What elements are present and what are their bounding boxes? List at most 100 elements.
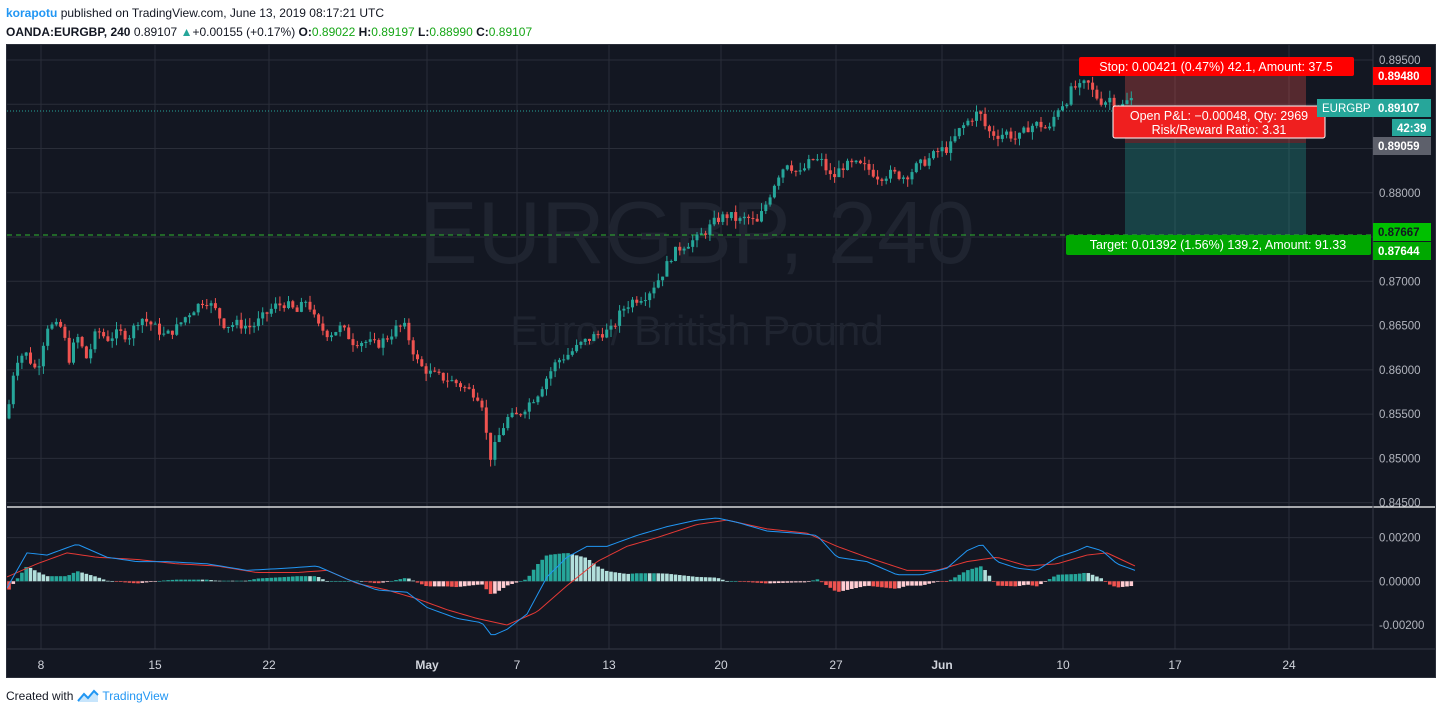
candle-body (1052, 116, 1056, 127)
macd-histogram-bar (291, 576, 295, 582)
candle-body (291, 301, 295, 308)
stop-info-badge[interactable]: Stop: 0.00421 (0.47%) 42.1, Amount: 37.5 (1079, 57, 1354, 76)
macd-histogram-bar (114, 581, 119, 582)
target-zone[interactable] (1125, 143, 1306, 241)
candle-body (575, 344, 579, 352)
macd-histogram-bar (983, 570, 987, 582)
risk-reward-text: Risk/Reward Ratio: 3.31 (1152, 123, 1287, 137)
candle-body (398, 325, 402, 327)
macd-histogram-bar (174, 579, 179, 582)
macd-histogram-bar (536, 564, 540, 582)
target-price-value: 0.87644 (1378, 246, 1420, 258)
candle-body (790, 165, 794, 171)
macd-histogram-bar (1065, 574, 1069, 582)
macd-histogram-bar (1043, 581, 1048, 582)
macd-histogram-bar (1047, 579, 1052, 582)
macd-histogram-bar (166, 580, 170, 582)
macd-histogram-bar (768, 581, 772, 584)
candle-body (880, 179, 884, 181)
candle-body (84, 346, 88, 359)
macd-histogram-bar (587, 559, 592, 582)
macd-histogram-bar (647, 573, 652, 582)
target-info-badge[interactable]: Target: 0.01392 (1.56%) 139.2, Amount: 9… (1066, 235, 1371, 255)
candle-body (583, 338, 587, 342)
chart-frame[interactable]: EURGBP, 240 Euro / British Pound 0.89500… (6, 44, 1436, 678)
candle-body (871, 169, 875, 177)
close-value: 0.89107 (488, 25, 533, 39)
macd-histogram-bar (781, 581, 785, 583)
candle-body (944, 147, 948, 153)
candle-body (553, 362, 557, 372)
time-tick-label: Jun (931, 658, 952, 672)
candle-body (424, 366, 428, 374)
candle-body (970, 120, 974, 122)
macd-histogram-bar (794, 581, 798, 583)
candle-body (824, 158, 828, 171)
candle-body (545, 378, 548, 390)
candle-body (738, 218, 742, 221)
macd-histogram-bar (260, 578, 265, 582)
candle-body (29, 352, 32, 364)
macd-histogram-bar (136, 581, 140, 584)
candle-body (261, 312, 265, 319)
pnl-badge[interactable]: Open P&L: −0.00048, Qty: 2969 Risk/Rewar… (1112, 105, 1326, 139)
candle-body (897, 171, 901, 179)
publish-line: korapotu published on TradingView.com, J… (6, 4, 532, 23)
macd-histogram-bar (858, 581, 863, 588)
macd-histogram-bar (729, 581, 734, 582)
candle-body (20, 355, 24, 363)
candle-body (975, 111, 978, 121)
macd-tick-label: 0.00000 (1379, 576, 1421, 588)
candle-body (618, 310, 622, 326)
chart-canvas[interactable]: EURGBP, 240 Euro / British Pound 0.89500… (7, 45, 1435, 677)
macd-histogram-bar (910, 581, 914, 586)
time-tick-label: 15 (148, 658, 162, 672)
macd-histogram-bar (41, 574, 46, 582)
candle-body (493, 441, 497, 460)
macd-histogram-bar (669, 574, 673, 582)
candle-body (360, 343, 364, 347)
macd-histogram-bar (807, 581, 811, 582)
macd-histogram-bar (321, 579, 325, 582)
candle-body (390, 336, 394, 340)
tradingview-brand[interactable]: TradingView (102, 689, 169, 703)
tradingview-logo-icon[interactable] (77, 689, 100, 703)
macd-histogram-bar (596, 566, 600, 582)
candle-body (377, 339, 381, 348)
candle-body (308, 301, 312, 310)
macd-histogram-bar (841, 581, 845, 591)
candle-body (446, 380, 450, 382)
macd-histogram-bar (71, 572, 76, 582)
candle-body (704, 233, 708, 235)
candle-body (901, 177, 905, 179)
candle-body (76, 337, 80, 343)
macd-histogram-bar (1017, 581, 1022, 586)
macd-histogram-bar (871, 581, 876, 587)
candle-body (50, 324, 54, 329)
macd-histogram-bar (884, 581, 888, 588)
candle-body (299, 301, 303, 312)
candle-body (833, 174, 837, 178)
macd-histogram-bar (312, 576, 317, 582)
author-name[interactable]: korapotu (6, 6, 58, 20)
price-tick-label: 0.89500 (1379, 55, 1421, 67)
candle-body (145, 318, 149, 322)
price-tick-label: 0.88000 (1379, 188, 1421, 200)
macd-histogram-bar (626, 573, 630, 582)
candle-body (609, 325, 613, 330)
candle-body (760, 211, 763, 222)
macd-histogram-bar (480, 581, 484, 585)
candle-body (1048, 126, 1052, 129)
candle-body (1125, 100, 1129, 104)
macd-histogram-bar (880, 581, 884, 588)
macd-histogram-bar (119, 581, 123, 582)
candle-body (235, 319, 239, 326)
high-label: H: (358, 25, 372, 39)
candle-body (876, 176, 880, 180)
macd-histogram-bar (493, 581, 497, 594)
macd-histogram-bar (1026, 581, 1030, 585)
candle-body (785, 165, 789, 170)
macd-histogram-bar (222, 580, 226, 582)
candle-body (351, 339, 355, 346)
macd-histogram-bar (854, 581, 858, 589)
